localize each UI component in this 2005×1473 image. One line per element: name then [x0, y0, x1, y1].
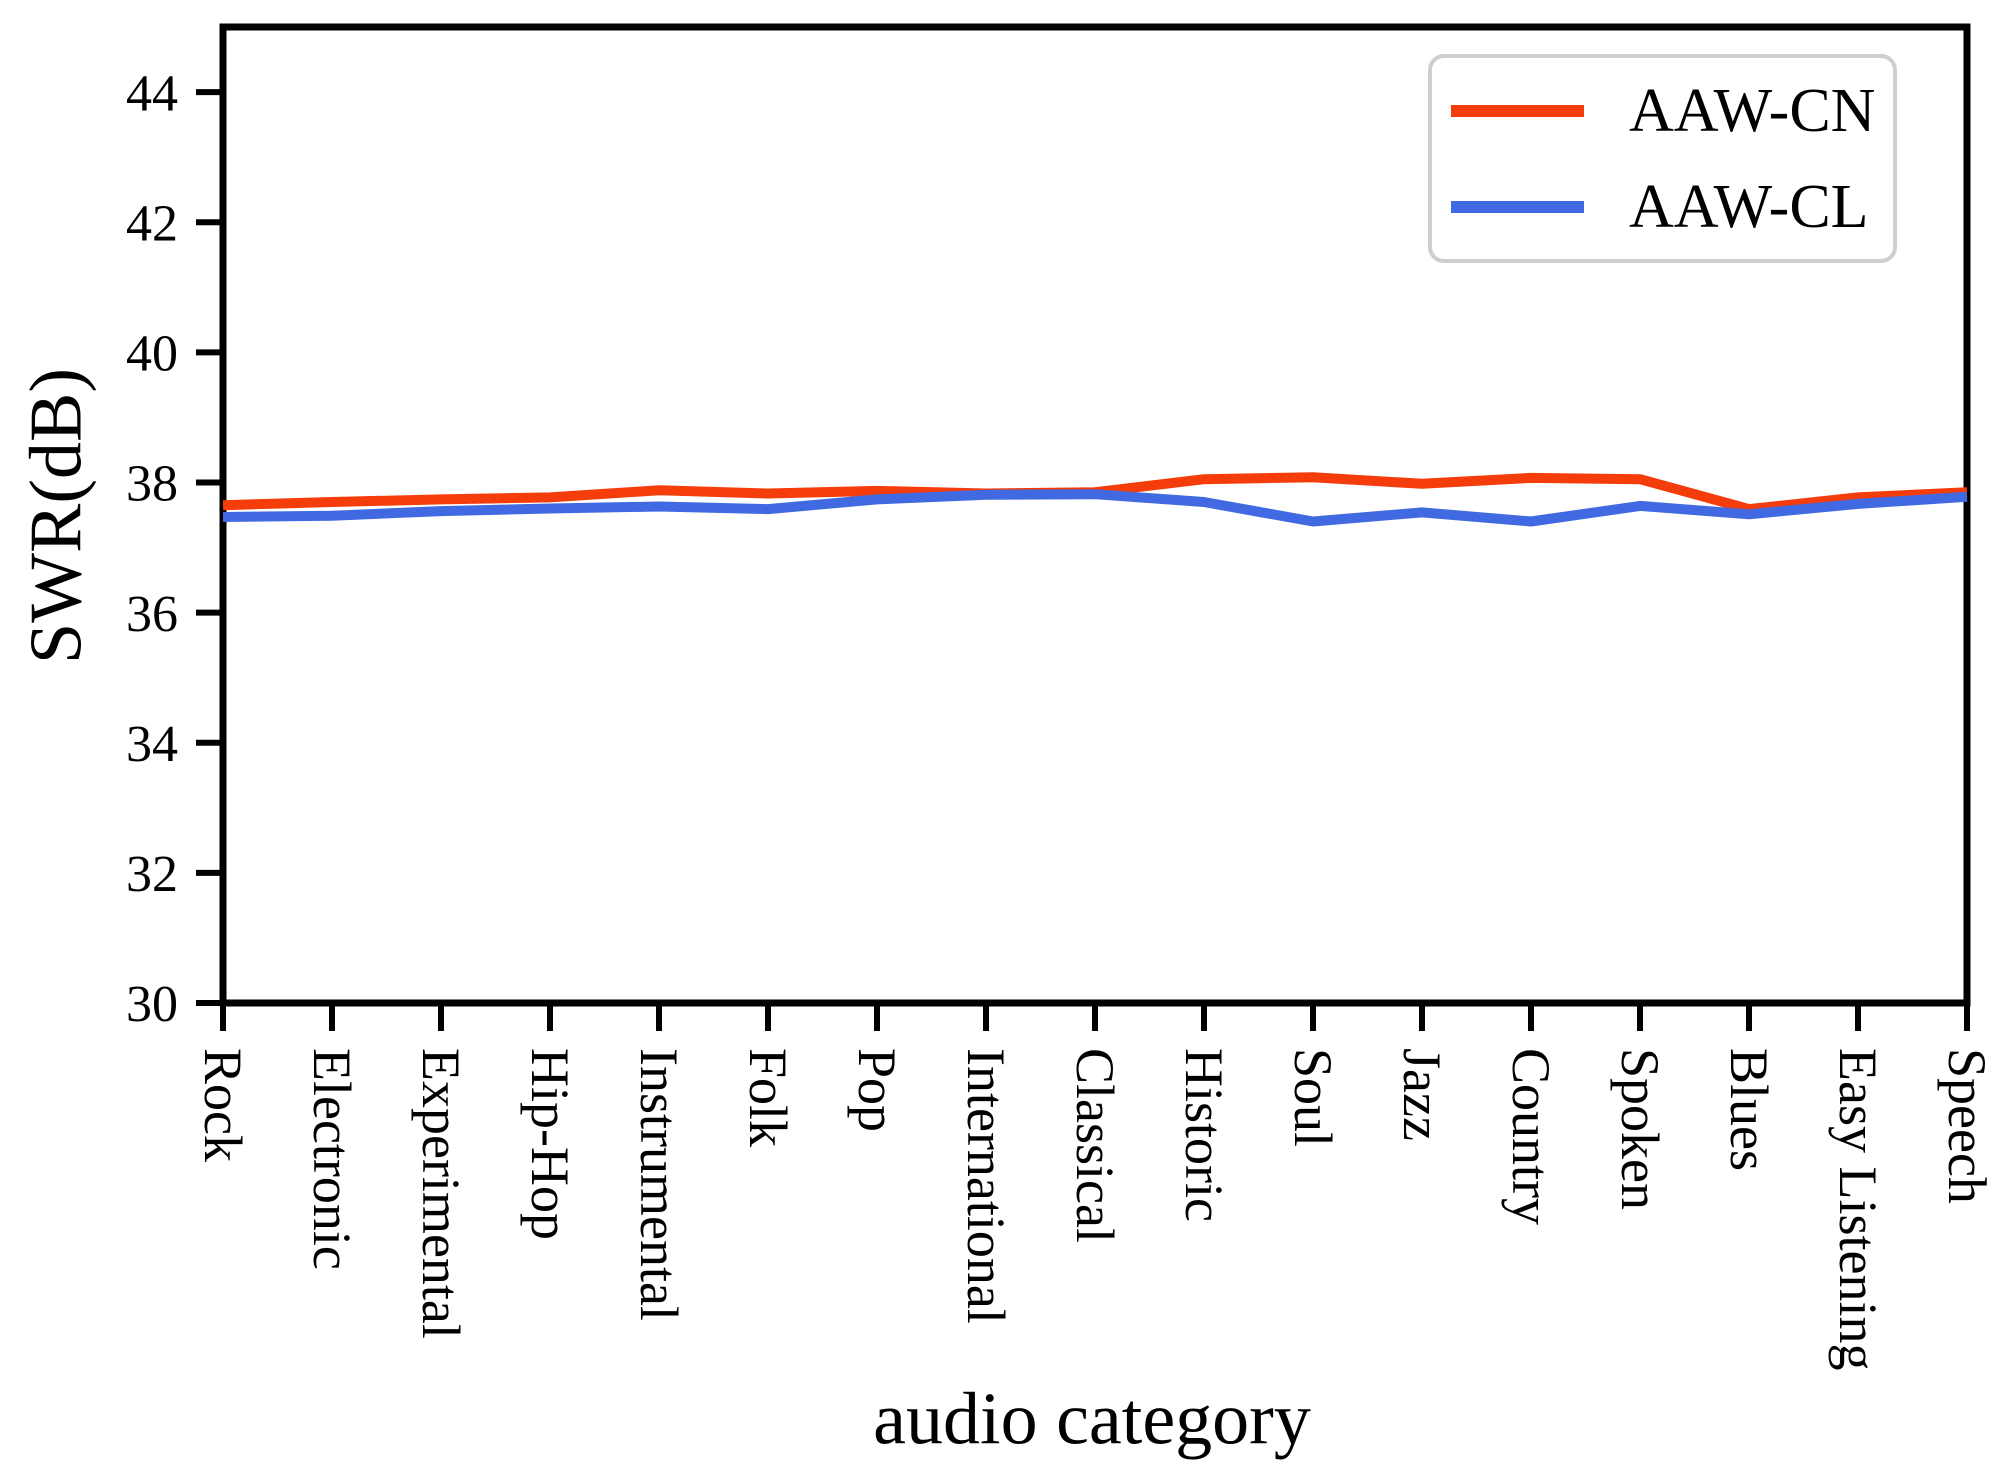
x-axis-label: audio category — [873, 1378, 1311, 1461]
legend-line-swatch-aaw-cl — [1451, 201, 1584, 213]
y-tick-label: 38 — [126, 456, 178, 513]
x-tick-label: Speech — [1937, 1048, 1997, 1204]
y-axis-label: SWR(dB) — [15, 368, 98, 664]
y-tick-label: 34 — [126, 716, 178, 773]
x-tick-label: Instrumental — [629, 1048, 689, 1321]
x-tick-label: Jazz — [1392, 1048, 1452, 1141]
x-tick-label: International — [956, 1048, 1016, 1324]
x-tick-label: Country — [1501, 1048, 1561, 1225]
x-tick-label: Folk — [738, 1048, 798, 1147]
x-tick-label: Blues — [1719, 1048, 1779, 1171]
y-tick-label: 36 — [126, 586, 178, 643]
y-tick-label: 30 — [126, 976, 178, 1033]
x-tick-label: Easy Listening — [1828, 1048, 1888, 1370]
x-tick-label: Rock — [193, 1048, 253, 1162]
x-tick-label: Experimental — [411, 1048, 471, 1339]
series-line-aaw-cl — [222, 489, 1968, 527]
y-tick-label: 42 — [126, 195, 178, 252]
x-tick-label: Electronic — [302, 1048, 362, 1270]
x-tick-label: Classical — [1065, 1048, 1125, 1243]
y-tick-label: 32 — [126, 846, 178, 903]
x-tick-label: Hip-Hop — [520, 1048, 580, 1240]
y-tick-label: 40 — [126, 326, 178, 383]
legend-label-aaw-cn: AAW-CN — [1629, 77, 1876, 145]
legend: AAW-CN AAW-CL — [1428, 54, 1897, 263]
x-tick-label: Historic — [1174, 1048, 1234, 1222]
x-tick-label: Pop — [847, 1048, 907, 1132]
x-tick-label: Spoken — [1610, 1048, 1670, 1210]
legend-item-aaw-cn: AAW-CN — [1432, 71, 1893, 151]
legend-line-swatch-aaw-cn — [1451, 105, 1584, 117]
x-tick-label: Soul — [1283, 1048, 1343, 1147]
legend-item-aaw-cl: AAW-CL — [1432, 167, 1893, 247]
legend-label-aaw-cl: AAW-CL — [1629, 173, 1869, 241]
y-tick-label: 44 — [126, 65, 178, 122]
